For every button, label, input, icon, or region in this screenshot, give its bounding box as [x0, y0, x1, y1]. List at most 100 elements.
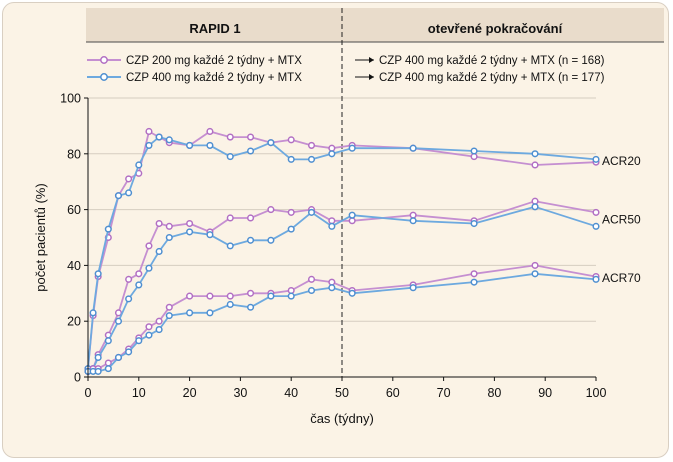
data-point: [348, 217, 356, 225]
data-point: [125, 189, 133, 197]
data-point: [307, 208, 316, 216]
data-point: [348, 144, 356, 152]
y-tick-label: 100: [60, 92, 81, 106]
legend-label-left: CZP 400 mg každé 2 týdny + MTX: [126, 72, 302, 84]
x-tick-label: 0: [85, 386, 92, 400]
data-point: [155, 326, 163, 334]
data-point: [114, 192, 123, 200]
data-point: [267, 236, 275, 244]
data-point: [409, 211, 417, 219]
data-point: [470, 147, 478, 155]
data-point: [226, 133, 234, 141]
x-tick-label: 20: [183, 386, 197, 400]
data-point: [206, 231, 214, 239]
data-point: [409, 144, 417, 152]
data-point: [592, 155, 600, 163]
group-labels: ACR20 ACR50 ACR70: [602, 154, 641, 285]
legend-arrow-head: [369, 57, 374, 63]
data-point: [94, 353, 102, 362]
data-point: [247, 214, 255, 222]
chart-panel: RAPID 1 otevřené pokračování CZP 200 mg …: [2, 2, 669, 458]
y-axis-label: počet pacientů (%): [33, 183, 48, 291]
header-band: [86, 8, 664, 42]
data-point: [145, 264, 153, 272]
data-point: [328, 217, 336, 225]
legend-label-right: CZP 400 mg každé 2 týdny + MTX (n = 177): [379, 72, 605, 84]
data-point: [145, 331, 153, 339]
data-point: [155, 317, 163, 325]
data-point: [409, 284, 417, 292]
data-point: [409, 217, 417, 225]
data-point: [470, 153, 478, 161]
data-point: [247, 147, 255, 155]
x-axis-label: čas (týdny): [310, 411, 374, 426]
legend-arrow-head: [369, 74, 374, 80]
group-label: ACR50: [602, 212, 641, 226]
legend-label-left: CZP 200 mg každé 2 týdny + MTX: [126, 55, 302, 67]
data-point: [226, 214, 234, 222]
data-point: [328, 284, 336, 292]
data-point: [206, 309, 214, 317]
x-tick-label: 50: [335, 386, 349, 400]
group-label: ACR70: [602, 271, 641, 285]
legend: CZP 200 mg každé 2 týdny + MTX CZP 400 mg…: [87, 55, 605, 84]
data-point: [145, 141, 153, 149]
data-point: [592, 275, 600, 283]
data-point: [307, 155, 316, 163]
line-chart: RAPID 1 otevřené pokračování CZP 200 mg …: [33, 8, 664, 426]
data-point: [328, 144, 336, 152]
data-point: [94, 367, 102, 375]
x-tick-label: 10: [132, 386, 146, 400]
data-point: [287, 136, 295, 144]
x-tick-label: 40: [284, 386, 298, 400]
data-point: [94, 270, 102, 278]
data-point: [247, 236, 255, 244]
data-point: [165, 136, 173, 144]
legend-swatch-marker: [100, 73, 108, 81]
data-point: [328, 150, 336, 158]
x-tick-label: 100: [586, 386, 607, 400]
data-point: [104, 365, 112, 373]
data-point: [267, 139, 275, 147]
data-point: [287, 292, 295, 300]
data-point: [287, 286, 295, 295]
data-point: [307, 286, 316, 295]
data-point: [206, 292, 214, 300]
data-point: [267, 292, 275, 300]
data-point: [287, 155, 295, 163]
group-label: ACR20: [602, 154, 641, 168]
data-point: [135, 161, 143, 169]
legend-swatch-marker: [100, 56, 108, 64]
data-point: [470, 278, 478, 286]
data-point: [592, 208, 600, 216]
data-point: [247, 289, 255, 297]
data-point: [114, 353, 123, 362]
series-layer: [84, 127, 600, 375]
x-tick-label: 90: [538, 386, 552, 400]
data-point: [206, 141, 214, 149]
data-point: [226, 242, 234, 250]
axes: 0 20 40 60 80 100 0 10 20 30 40 50 60 70 80 90 100: [60, 92, 606, 401]
x-tick-label: 70: [437, 386, 451, 400]
y-tick-label: 0: [74, 371, 81, 385]
data-point: [145, 127, 153, 136]
data-point: [531, 197, 539, 205]
data-point: [135, 270, 143, 278]
data-point: [226, 153, 234, 161]
x-tick-label: 30: [233, 386, 247, 400]
y-tick-label: 60: [67, 203, 81, 217]
data-point: [145, 323, 153, 331]
data-point: [165, 222, 173, 230]
data-point: [135, 337, 143, 345]
data-point: [125, 175, 133, 183]
data-point: [186, 141, 194, 149]
data-point: [226, 292, 234, 300]
data-point: [247, 133, 255, 141]
data-point: [186, 228, 194, 236]
data-point: [104, 337, 112, 345]
data-point: [125, 275, 133, 283]
data-point: [592, 222, 600, 230]
data-point: [155, 220, 163, 228]
data-point: [307, 275, 316, 283]
data-point: [287, 225, 295, 233]
